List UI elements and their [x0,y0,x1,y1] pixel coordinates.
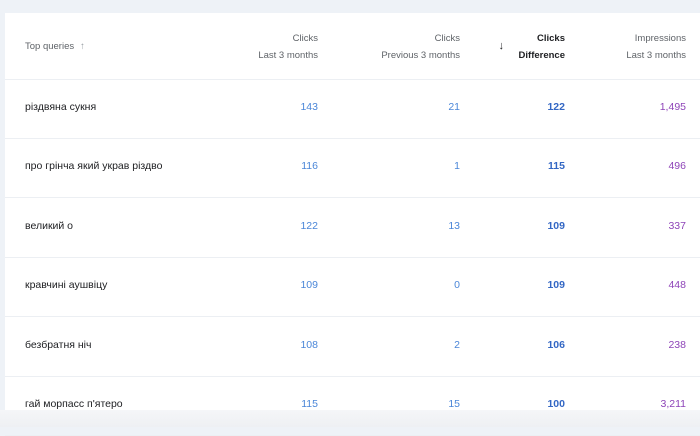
clicks-cell: 109 [300,279,318,292]
clicks-cell: 116 [301,160,318,173]
table-row[interactable]: безбратня ніч 108 2 106 238 [5,317,700,377]
header-line: Clicks [292,33,318,44]
header-label: Top queries [25,41,75,52]
previous-clicks-cell: 0 [454,279,460,292]
header-line: Clicks [434,33,460,44]
arrow-up-icon: ↑ [80,41,85,52]
header-clicks-previous[interactable]: Clicks Previous 3 months [381,30,460,64]
previous-clicks-cell: 21 [448,101,460,113]
header-line: Last 3 months [626,50,686,61]
impressions-cell: 1,495 [659,101,686,113]
difference-cell: 115 [548,160,565,173]
query-cell: про грінча який украв різдво [25,160,163,173]
impressions-cell: 337 [668,219,686,232]
header-top-queries[interactable]: Top queries ↑ [25,38,85,55]
previous-clicks-cell: 13 [448,219,460,232]
bottom-fade [0,410,700,427]
header-line: Difference [518,50,565,61]
header-line: Impressions [634,33,686,44]
previous-clicks-cell: 15 [448,398,460,410]
query-cell: великий о [25,219,74,232]
impressions-cell: 3,211 [660,398,687,410]
query-cell: гай морпасс п'ятеро [25,398,123,410]
clicks-cell: 143 [300,101,318,113]
impressions-cell: 496 [668,160,686,173]
queries-table: Top queries ↑ Clicks Last 3 months Clicks P… [5,13,700,436]
previous-clicks-cell: 1 [454,160,460,173]
impressions-cell: 238 [668,338,686,351]
table-row[interactable]: гай морпасс п'ятеро 115 15 100 3,211 [5,376,700,436]
table-row[interactable]: великий о 122 13 109 337 [5,198,700,258]
table-row[interactable]: різдвяна сукня 143 21 122 1,495 [5,79,700,139]
table-row[interactable]: про грінча який украв різдво 116 1 115 496 [5,138,700,199]
query-cell: безбратня ніч [25,338,92,351]
query-cell: кравчині аушвіцу [25,279,108,292]
header-line: Previous 3 months [381,50,460,61]
header-line: Last 3 months [258,50,318,61]
difference-cell: 100 [547,398,565,410]
difference-cell: 106 [547,338,565,351]
header-clicks-last[interactable]: Clicks Last 3 months [258,30,318,64]
impressions-cell: 448 [668,279,686,292]
header-impressions[interactable]: Impressions Last 3 months [626,30,686,64]
arrow-down-icon: ↓ [498,40,505,52]
table-header: Top queries ↑ Clicks Last 3 months Clicks P… [5,13,700,80]
previous-clicks-cell: 2 [454,338,460,351]
difference-cell: 122 [547,101,565,113]
header-clicks-difference[interactable]: ↓ Clicks Difference [499,30,565,64]
query-cell: різдвяна сукня [25,101,97,113]
clicks-cell: 108 [300,338,318,351]
difference-cell: 109 [547,219,565,232]
clicks-cell: 115 [301,398,318,410]
clicks-cell: 122 [300,219,318,232]
table-row[interactable]: кравчині аушвіцу 109 0 109 448 [5,257,700,318]
difference-cell: 109 [547,279,565,292]
header-line: Clicks [537,33,565,44]
